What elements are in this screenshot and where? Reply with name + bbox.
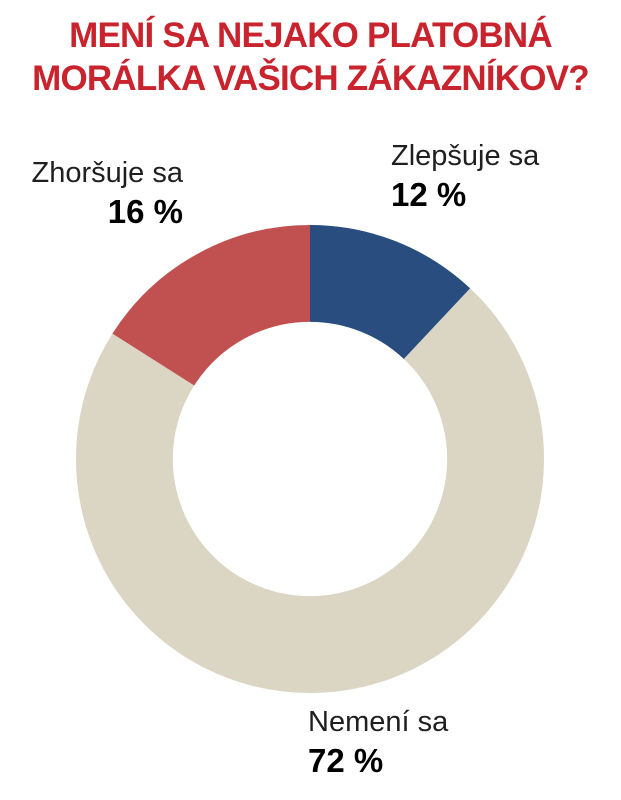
segment-label-zhorsuje-sa: Zhoršuje sa bbox=[31, 157, 183, 189]
chart-title-line1: MENÍ SA NEJAKO PLATOBNÁ bbox=[69, 16, 552, 55]
segment-value-zlepsuje-sa: 12 % bbox=[391, 176, 467, 213]
segment-label-nemeni-sa: Nemení sa bbox=[308, 706, 449, 738]
segment-label-zlepsuje-sa: Zlepšuje sa bbox=[391, 140, 540, 172]
donut-segment-zhor-uje-sa bbox=[75, 225, 544, 693]
chart-title: MENÍ SA NEJAKO PLATOBNÁ MORÁLKA VAŠICH Z… bbox=[0, 14, 621, 100]
segment-value-nemeni-sa: 72 % bbox=[308, 742, 384, 779]
donut-segment-nemen-sa bbox=[75, 225, 544, 693]
callout-zhorsuje-sa: Zhoršuje sa 16 % bbox=[31, 154, 183, 232]
segment-value-zhorsuje-sa: 16 % bbox=[107, 193, 183, 230]
chart-title-line2: MORÁLKA VAŠICH ZÁKAZNÍKOV? bbox=[32, 59, 589, 98]
callout-nemeni-sa: Nemení sa 72 % bbox=[308, 703, 448, 781]
callout-zlepsuje-sa: Zlepšuje sa 12 % bbox=[391, 137, 539, 215]
